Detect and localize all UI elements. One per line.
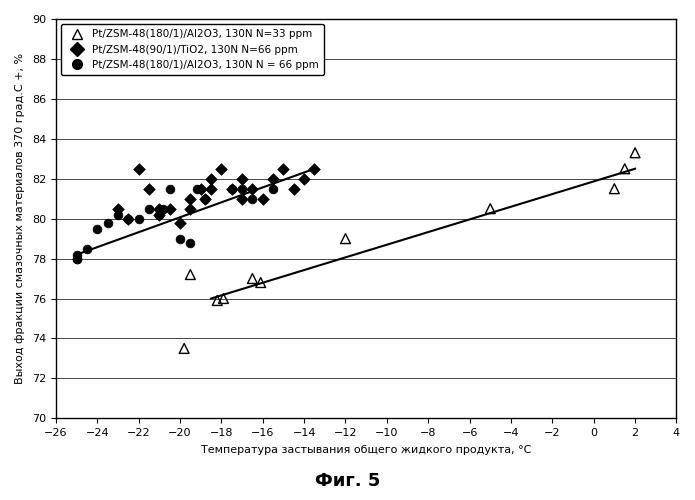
Point [236,174,247,182]
Point [247,274,258,282]
Y-axis label: Выход фракции смазочных материалов 370 град.С +, %: Выход фракции смазочных материалов 370 г… [15,53,25,384]
Point [154,210,165,218]
Point [226,184,237,192]
Point [484,204,496,212]
Point [81,244,92,252]
Point [212,296,223,304]
Point [71,254,82,262]
Point [154,204,165,212]
Point [268,184,279,192]
X-axis label: Температура застывания общего жидкого продукта, °С: Температура застывания общего жидкого пр… [201,445,532,455]
Point [268,174,279,182]
Point [143,204,154,212]
Point [630,149,641,157]
Point [92,224,103,232]
Point [164,184,175,192]
Text: Фиг. 5: Фиг. 5 [315,472,380,490]
Point [185,204,196,212]
Point [206,174,217,182]
Point [185,238,196,246]
Point [226,184,237,192]
Point [113,210,124,218]
Point [199,194,211,202]
Point [133,214,145,222]
Point [123,214,134,222]
Point [71,250,82,258]
Point [619,164,630,172]
Point [102,218,113,226]
Legend: Pt/ZSM-48(180/1)/Al2O3, 130N N=33 ppm, Pt/ZSM-48(90/1)/TiO2, 130N N=66 ppm, Pt/Z: Pt/ZSM-48(180/1)/Al2O3, 130N N=33 ppm, P… [61,24,325,75]
Point [257,194,268,202]
Point [164,204,175,212]
Point [185,194,196,202]
Point [340,234,351,242]
Point [143,184,154,192]
Point [216,164,227,172]
Point [113,204,124,212]
Point [247,184,258,192]
Point [309,164,320,172]
Point [174,218,186,226]
Point [206,184,217,192]
Point [288,184,300,192]
Point [278,164,289,172]
Point [123,214,134,222]
Point [199,194,211,202]
Point [154,210,165,218]
Point [133,164,145,172]
Point [247,194,258,202]
Point [255,278,266,286]
Point [236,184,247,192]
Point [195,184,206,192]
Point [158,204,169,212]
Point [174,234,186,242]
Point [218,294,229,302]
Point [179,344,190,352]
Point [185,270,196,278]
Point [191,184,202,192]
Point [299,174,310,182]
Point [71,254,82,262]
Point [609,184,620,192]
Point [236,194,247,202]
